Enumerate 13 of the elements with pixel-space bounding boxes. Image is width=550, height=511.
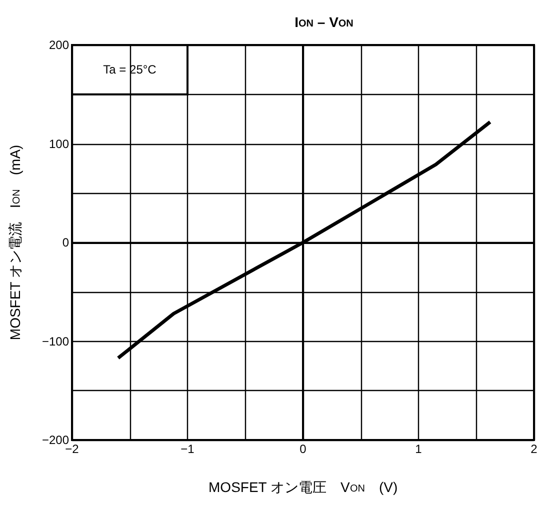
x-tick-label: 2	[530, 442, 538, 456]
y-tick-label: 200	[48, 38, 70, 52]
x-tick-label: −1	[180, 442, 195, 456]
text: MOSFET オン電圧 VON (V)	[208, 479, 398, 495]
chart-title: ION – VON	[294, 14, 354, 30]
x-tick-label: 0	[300, 442, 307, 456]
x-tick-label: 1	[415, 442, 422, 456]
annotation: Ta = 25°C	[103, 62, 157, 77]
y-tick-label: −100	[42, 334, 70, 348]
y-tick-label: 100	[48, 136, 70, 151]
text: MOSFET オン電流 ION (mA)	[7, 144, 23, 340]
y-tick-label: −200	[42, 433, 70, 447]
y-tick-label: 0	[62, 236, 70, 250]
